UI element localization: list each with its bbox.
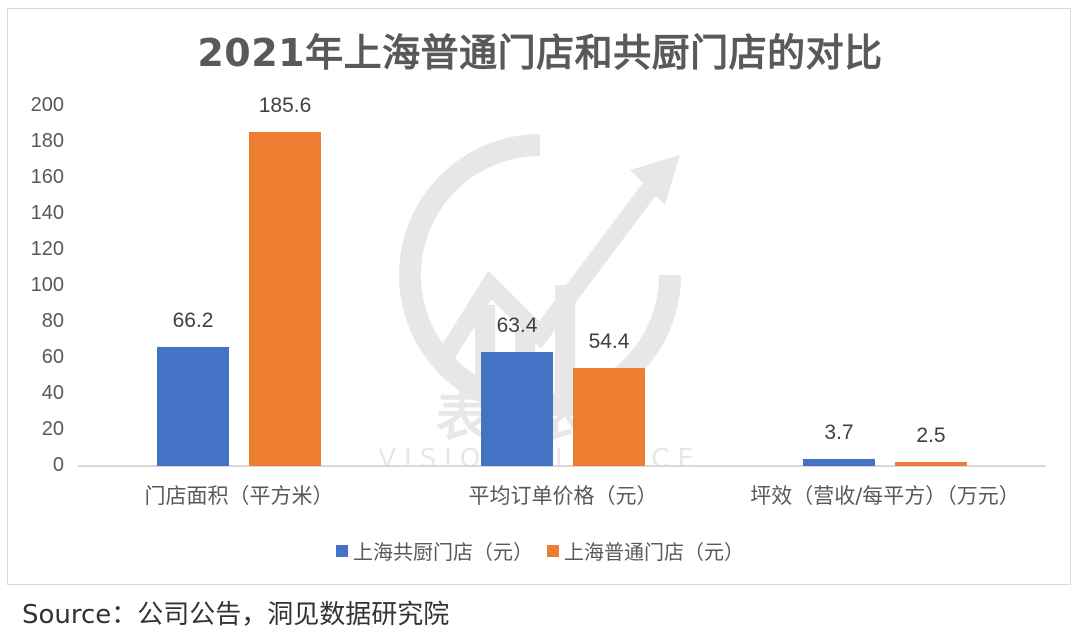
bar-shared-kitchen [157,346,229,466]
y-tick-label: 60 [41,346,64,368]
chart-frame [7,8,1071,585]
legend-label: 上海共厨门店（元） [353,540,533,564]
y-tick-label: 20 [41,418,64,440]
x-axis-line [78,465,1046,467]
y-tick-label: 100 [30,274,64,296]
data-label: 185.6 [258,93,312,117]
y-tick-label: 180 [30,130,64,152]
y-tick-label: 140 [30,202,64,224]
source-note: Source：公司公告，洞见数据研究院 [22,600,450,630]
y-tick-label: 160 [30,166,64,188]
y-tick-label: 200 [30,94,64,116]
x-category-label: 坪效（营收/每平方）（万元） [750,484,1020,508]
bar-regular-store [249,131,321,466]
chart-title: 2021年上海普通门店和共厨门店的对比 [197,31,883,75]
bar-regular-store [895,461,967,466]
data-label: 3.7 [824,421,854,445]
y-tick-label: 80 [41,310,64,332]
x-category-label: 门店面积（平方米） [144,484,334,508]
legend-item-shared-kitchen: 上海共厨门店（元） [336,536,533,565]
bar-regular-store [573,368,645,466]
legend-swatch-orange [547,544,559,557]
x-category-label: 平均订单价格（元） [468,484,658,508]
y-tick-label: 0 [52,454,64,476]
data-label: 54.4 [588,330,630,354]
bar-shared-kitchen [803,459,875,466]
data-label: 63.4 [496,313,538,337]
data-label: 66.2 [172,308,214,332]
data-label: 2.5 [916,423,946,447]
y-tick-label: 40 [41,382,64,404]
legend-swatch-blue [336,544,348,557]
y-tick-label: 120 [30,238,64,260]
legend: 上海共厨门店（元） 上海普通门店（元） [0,536,1080,565]
legend-item-regular-store: 上海普通门店（元） [547,536,744,565]
bar-shared-kitchen [481,351,553,466]
legend-label: 上海普通门店（元） [564,540,744,564]
